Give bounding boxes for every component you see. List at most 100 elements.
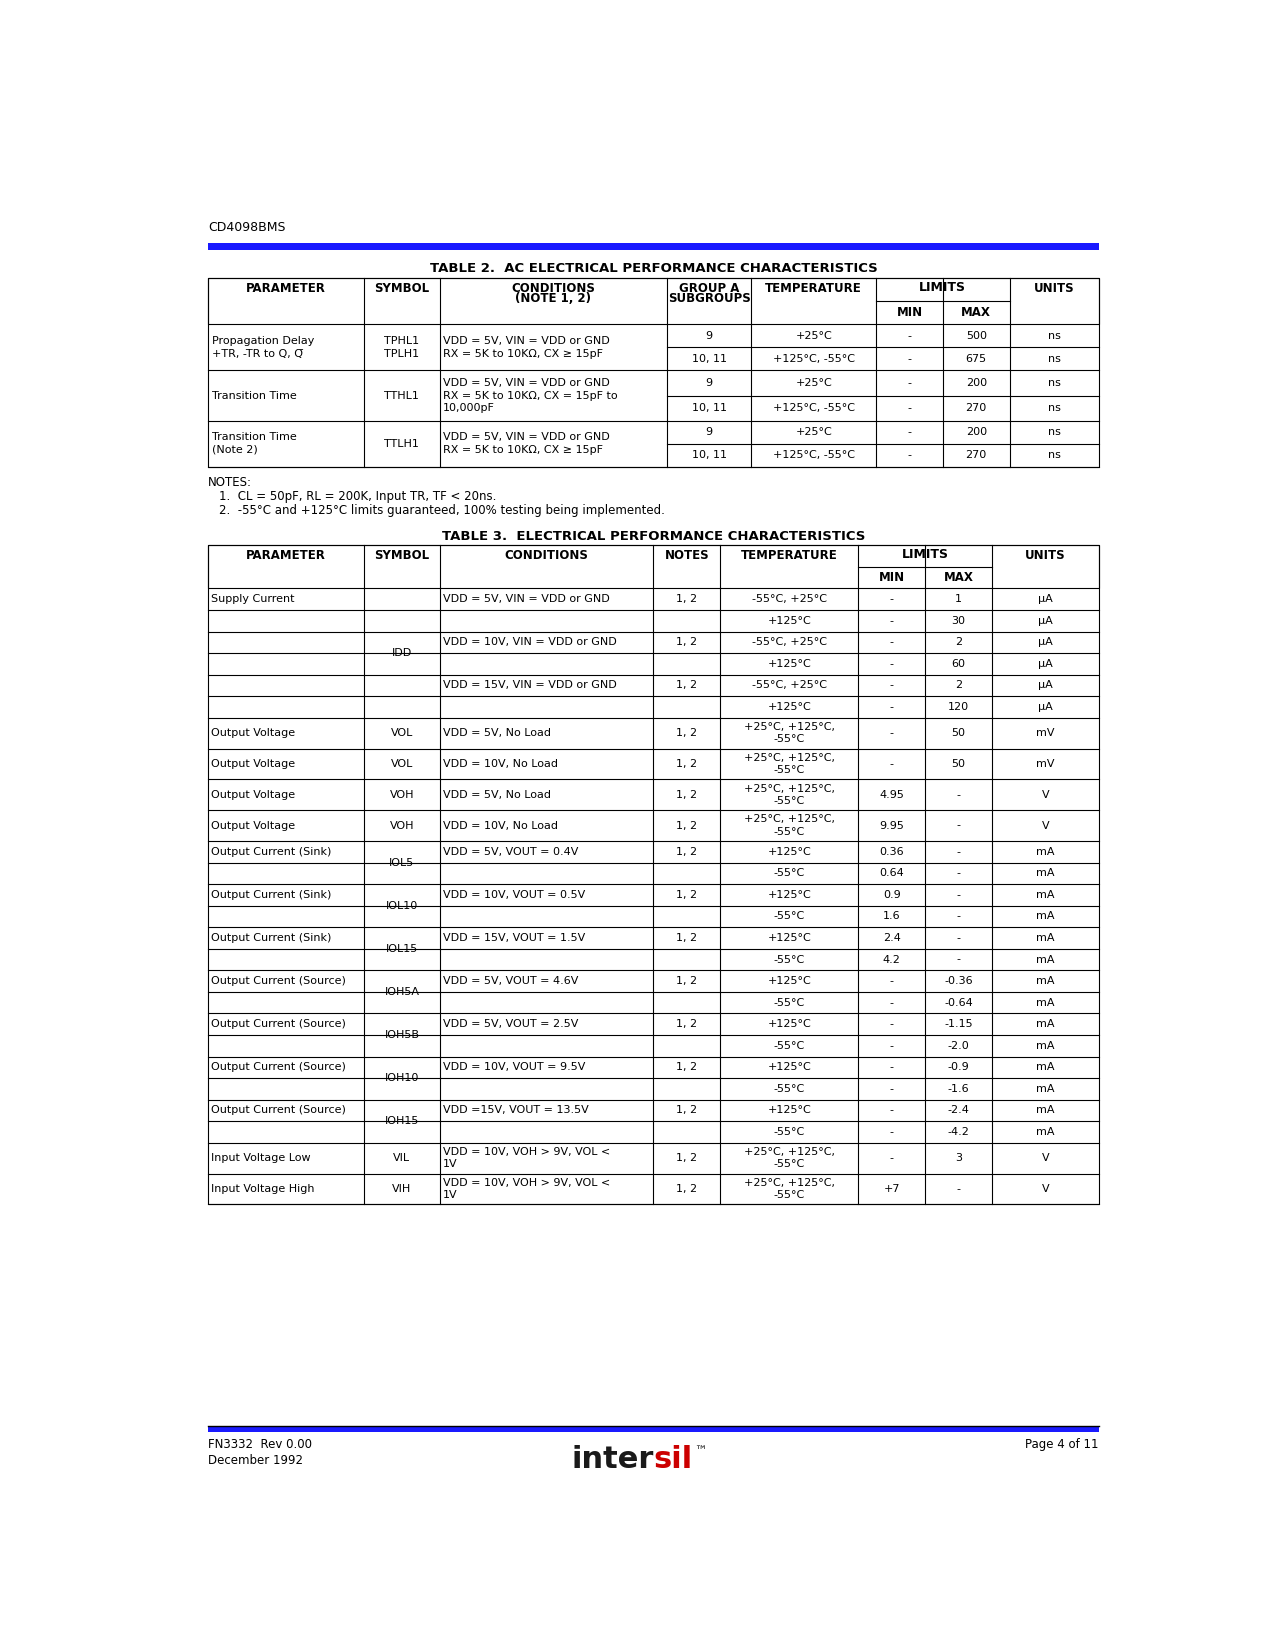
Text: Input Voltage Low: Input Voltage Low — [212, 1153, 311, 1163]
Bar — [208, 243, 1099, 251]
Text: -: - — [890, 1106, 894, 1115]
Text: 2: 2 — [955, 680, 963, 690]
Text: 1, 2: 1, 2 — [676, 680, 697, 690]
Text: Output Voltage: Output Voltage — [212, 759, 296, 769]
Text: VIH: VIH — [393, 1185, 412, 1195]
Text: -0.64: -0.64 — [944, 998, 973, 1008]
Text: mA: mA — [1037, 955, 1054, 965]
Text: IOH15: IOH15 — [385, 1117, 419, 1127]
Bar — [208, 544, 1099, 589]
Text: 1, 2: 1, 2 — [676, 594, 697, 604]
Text: -: - — [908, 427, 912, 437]
Text: -55°C: -55°C — [774, 1041, 805, 1051]
Text: +125°C: +125°C — [768, 1106, 811, 1115]
Text: +25°C, +125°C,
-55°C: +25°C, +125°C, -55°C — [743, 1147, 835, 1170]
Text: -: - — [890, 701, 894, 711]
Bar — [208, 544, 1099, 1204]
Text: Page 4 of 11: Page 4 of 11 — [1025, 1437, 1099, 1450]
Text: 500: 500 — [965, 332, 987, 342]
Text: LIMITS: LIMITS — [919, 280, 966, 294]
Text: MIN: MIN — [878, 571, 905, 584]
Text: -: - — [956, 911, 960, 921]
Text: 1, 2: 1, 2 — [676, 977, 697, 987]
Text: 1.6: 1.6 — [882, 911, 900, 921]
Text: ns: ns — [1048, 355, 1061, 365]
Text: mA: mA — [1037, 1020, 1054, 1030]
Text: 675: 675 — [965, 355, 987, 365]
Text: +25°C: +25°C — [796, 378, 833, 388]
Text: +25°C: +25°C — [796, 427, 833, 437]
Text: -: - — [908, 403, 912, 412]
Text: +125°C, -55°C: +125°C, -55°C — [773, 403, 854, 412]
Text: -: - — [908, 378, 912, 388]
Text: +125°C: +125°C — [768, 658, 811, 668]
Text: μA: μA — [1038, 615, 1053, 625]
Text: 10, 11: 10, 11 — [691, 403, 727, 412]
Text: VDD = 15V, VIN = VDD or GND: VDD = 15V, VIN = VDD or GND — [442, 680, 617, 690]
Text: 1, 2: 1, 2 — [676, 846, 697, 856]
Text: IOL15: IOL15 — [386, 944, 418, 954]
Text: 50: 50 — [951, 759, 965, 769]
Text: -: - — [890, 977, 894, 987]
Text: 1, 2: 1, 2 — [676, 889, 697, 899]
Text: Output Voltage: Output Voltage — [212, 790, 296, 800]
Text: 1, 2: 1, 2 — [676, 932, 697, 942]
Text: -: - — [956, 868, 960, 878]
Text: -: - — [890, 1041, 894, 1051]
Text: 1, 2: 1, 2 — [676, 1185, 697, 1195]
Text: VDD = 5V, VIN = VDD or GND: VDD = 5V, VIN = VDD or GND — [442, 594, 609, 604]
Text: -: - — [956, 790, 960, 800]
Text: 1, 2: 1, 2 — [676, 1106, 697, 1115]
Text: PARAMETER: PARAMETER — [246, 549, 326, 563]
Text: TABLE 3.  ELECTRICAL PERFORMANCE CHARACTERISTICS: TABLE 3. ELECTRICAL PERFORMANCE CHARACTE… — [441, 530, 866, 543]
Text: VDD = 10V, VOUT = 9.5V: VDD = 10V, VOUT = 9.5V — [442, 1063, 585, 1073]
Text: LIMITS: LIMITS — [901, 548, 949, 561]
Text: +25°C, +125°C,
-55°C: +25°C, +125°C, -55°C — [743, 1178, 835, 1200]
Text: -: - — [890, 615, 894, 625]
Text: -: - — [956, 820, 960, 830]
Text: CONDITIONS: CONDITIONS — [511, 282, 595, 295]
Text: mA: mA — [1037, 977, 1054, 987]
Text: Input Voltage High: Input Voltage High — [212, 1185, 315, 1195]
Text: TTLH1: TTLH1 — [385, 439, 419, 449]
Text: 200: 200 — [965, 427, 987, 437]
Text: TEMPERATURE: TEMPERATURE — [741, 549, 838, 563]
Text: 9: 9 — [705, 332, 713, 342]
Text: +125°C: +125°C — [768, 889, 811, 899]
Text: 0.64: 0.64 — [880, 868, 904, 878]
Text: 10, 11: 10, 11 — [691, 355, 727, 365]
Text: -: - — [890, 637, 894, 647]
Text: VDD = 10V, No Load: VDD = 10V, No Load — [442, 759, 558, 769]
Text: UNITS: UNITS — [1025, 549, 1066, 563]
Text: VDD = 10V, VIN = VDD or GND: VDD = 10V, VIN = VDD or GND — [442, 637, 617, 647]
Text: ns: ns — [1048, 378, 1061, 388]
Text: IOH5B: IOH5B — [384, 1030, 419, 1040]
Text: VDD = 5V, VIN = VDD or GND
RX = 5K to 10KΩ, CX ≥ 15pF: VDD = 5V, VIN = VDD or GND RX = 5K to 10… — [442, 337, 609, 358]
Text: -: - — [890, 1153, 894, 1163]
Text: -: - — [956, 955, 960, 965]
Text: -1.15: -1.15 — [944, 1020, 973, 1030]
Text: PARAMETER: PARAMETER — [246, 282, 326, 295]
Text: VDD =15V, VOUT = 13.5V: VDD =15V, VOUT = 13.5V — [442, 1106, 589, 1115]
Text: ns: ns — [1048, 427, 1061, 437]
Text: -: - — [890, 658, 894, 668]
Text: mA: mA — [1037, 889, 1054, 899]
Text: -55°C: -55°C — [774, 868, 805, 878]
Text: 270: 270 — [965, 450, 987, 460]
Text: -55°C: -55°C — [774, 1084, 805, 1094]
Text: MAX: MAX — [961, 305, 991, 318]
Text: 120: 120 — [947, 701, 969, 711]
Text: -: - — [956, 1185, 960, 1195]
Text: μA: μA — [1038, 594, 1053, 604]
Text: -: - — [890, 998, 894, 1008]
Text: -: - — [956, 846, 960, 856]
Text: VOL: VOL — [390, 759, 413, 769]
Text: -: - — [908, 450, 912, 460]
Text: 1, 2: 1, 2 — [676, 1063, 697, 1073]
Bar — [208, 1426, 1099, 1432]
Text: -: - — [956, 932, 960, 942]
Text: 200: 200 — [965, 378, 987, 388]
Text: Output Voltage: Output Voltage — [212, 728, 296, 738]
Text: GROUP A: GROUP A — [678, 282, 740, 295]
Text: TTHL1: TTHL1 — [385, 391, 419, 401]
